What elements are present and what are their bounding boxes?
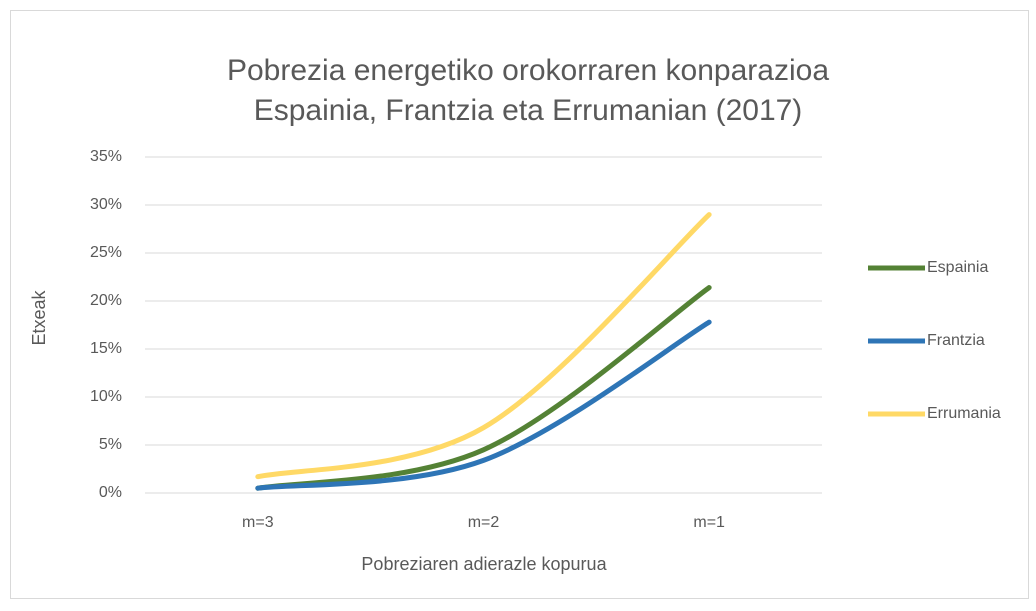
y-tick-label: 5% [99, 436, 122, 453]
chart-title: Pobrezia energetiko orokorraren konparaz… [227, 54, 829, 87]
y-axis-label: Etxeak [29, 289, 49, 345]
x-tick-label: m=3 [242, 514, 274, 531]
y-tick-label: 20% [90, 292, 122, 309]
series-line [255, 319, 712, 491]
chart-title: Espainia, Frantzia eta Errumanian (2017) [254, 94, 803, 127]
x-tick-label: m=2 [468, 514, 500, 531]
legend-label: Errumania [927, 405, 1001, 422]
legend-label: Frantzia [927, 332, 985, 349]
y-tick-label: 30% [90, 196, 122, 213]
x-tick-label: m=1 [693, 514, 725, 531]
y-tick-label: 10% [90, 388, 122, 405]
y-tick-label: 15% [90, 340, 122, 357]
y-tick-label: 25% [90, 244, 122, 261]
chart-frame [10, 10, 1029, 599]
y-tick-label: 35% [90, 148, 122, 165]
legend-label: Espainia [927, 259, 988, 276]
x-axis-label: Pobreziaren adierazle kopurua [361, 554, 607, 574]
series-line [255, 212, 712, 480]
y-tick-label: 0% [99, 484, 122, 501]
